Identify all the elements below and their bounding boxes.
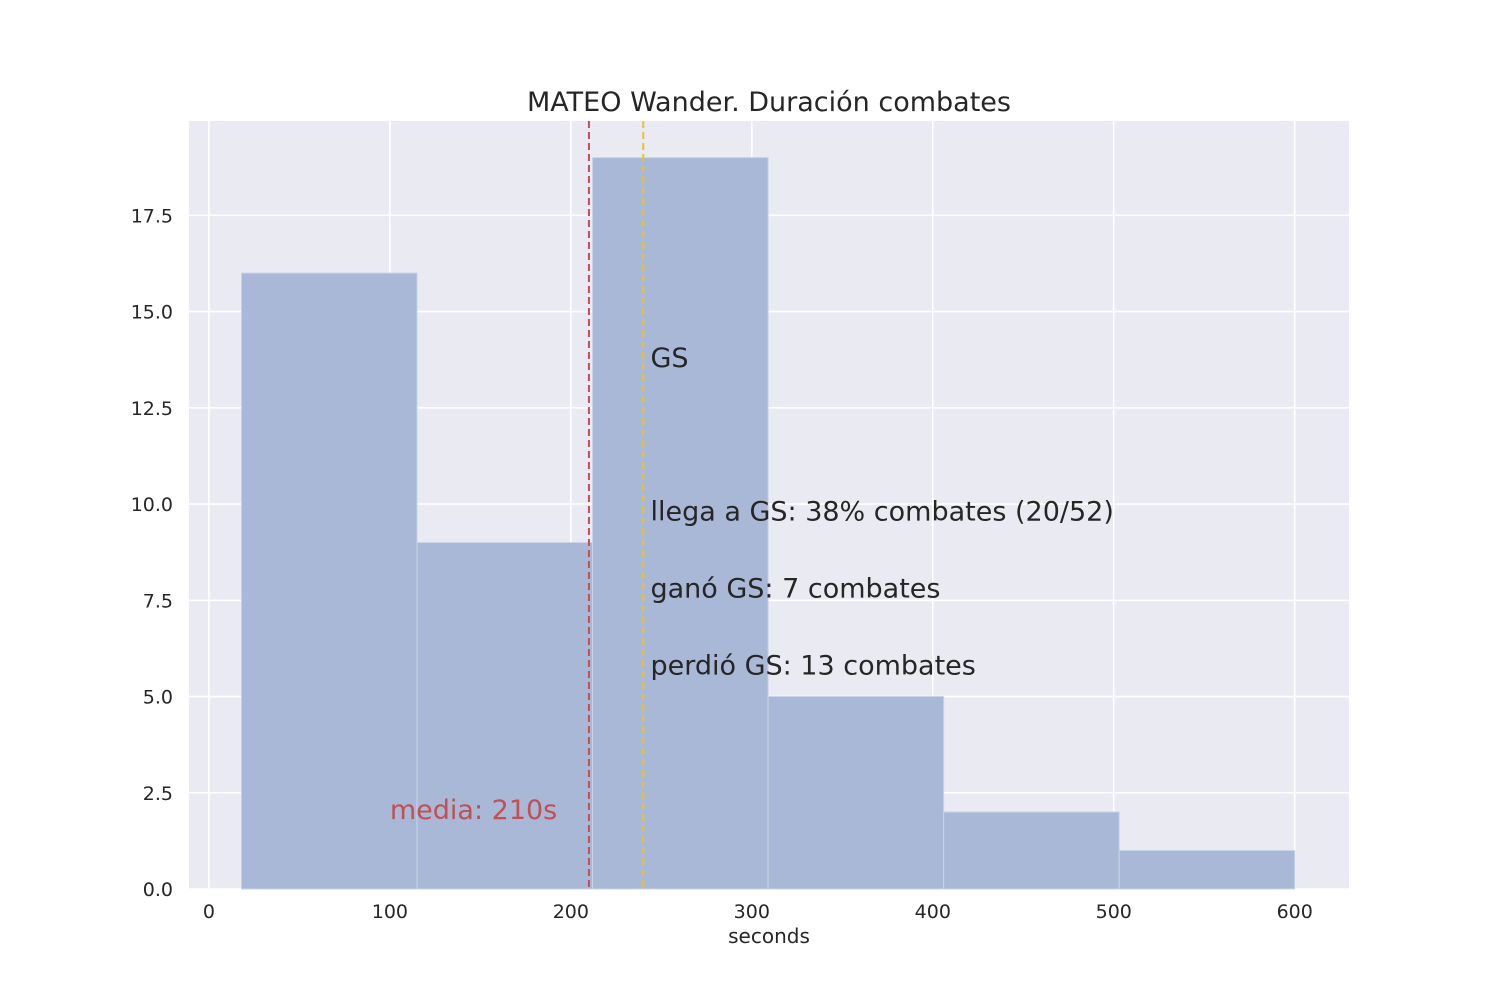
x-axis-ticks: 0 100 200 300 400 500 600 bbox=[203, 901, 1313, 923]
x-tick-label: 0 bbox=[203, 901, 215, 923]
gs-stat-annotation: ganó GS: 7 combates bbox=[650, 574, 940, 605]
annotations: media: 210s GS llega a GS: 38% combates (2… bbox=[390, 343, 1114, 826]
y-tick-label: 12.5 bbox=[131, 398, 173, 420]
x-tick-label: 500 bbox=[1096, 901, 1132, 923]
histogram-bar bbox=[767, 696, 945, 890]
x-tick-label: 600 bbox=[1277, 901, 1313, 923]
histogram-bar bbox=[592, 157, 769, 890]
histogram-bars bbox=[240, 157, 1296, 890]
x-axis-label: seconds bbox=[728, 924, 810, 948]
x-tick-label: 100 bbox=[372, 901, 408, 923]
y-axis-ticks: 0.0 2.5 5.0 7.5 10.0 12.5 15.0 17.5 bbox=[131, 205, 173, 901]
histogram-bar bbox=[1118, 850, 1296, 890]
x-tick-label: 200 bbox=[553, 901, 589, 923]
mean-label: media: 210s bbox=[390, 795, 557, 826]
gs-stat-annotation: llega a GS: 38% combates (20/52) bbox=[650, 497, 1113, 528]
histogram-bar bbox=[240, 272, 418, 890]
y-tick-label: 5.0 bbox=[143, 687, 173, 709]
y-tick-label: 2.5 bbox=[143, 783, 173, 805]
y-tick-label: 0.0 bbox=[143, 879, 173, 901]
x-tick-label: 400 bbox=[915, 901, 951, 923]
histogram-bar bbox=[416, 542, 594, 890]
y-tick-label: 17.5 bbox=[131, 205, 173, 227]
reference-lines bbox=[587, 121, 645, 889]
histogram-bar bbox=[943, 811, 1120, 890]
x-tick-label: 300 bbox=[734, 901, 770, 923]
y-tick-label: 10.0 bbox=[131, 494, 173, 516]
chart-title: MATEO Wander. Duración combates bbox=[527, 87, 1011, 118]
y-tick-label: 15.0 bbox=[131, 302, 173, 324]
y-tick-label: 7.5 bbox=[143, 590, 173, 612]
gs-label: GS bbox=[650, 343, 688, 374]
gs-stat-annotation: perdió GS: 13 combates bbox=[650, 651, 975, 682]
